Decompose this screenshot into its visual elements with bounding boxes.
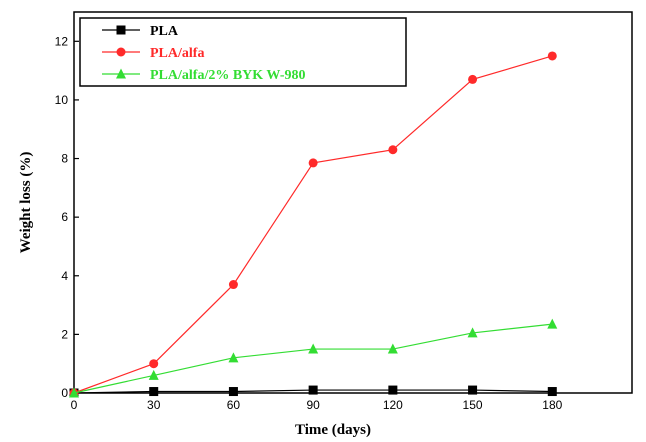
legend-entry: PLA — [102, 24, 179, 39]
data-point — [148, 369, 159, 380]
x-tick-label: 0 — [71, 398, 78, 412]
y-tick-label: 2 — [61, 327, 68, 341]
plot-frame — [73, 11, 633, 394]
data-point — [149, 359, 159, 369]
y-tick-label: 0 — [61, 386, 68, 400]
series-2 — [69, 318, 558, 398]
x-tick-label: 30 — [147, 398, 161, 412]
x-tick-label: 180 — [542, 398, 562, 412]
data-point — [308, 385, 318, 395]
y-axis-title: Weight loss (%) — [18, 152, 34, 254]
series-layer — [69, 51, 558, 398]
legend-label: PLA — [150, 24, 179, 39]
x-axis-title: Time (days) — [295, 422, 371, 438]
legend: PLA PLA/alfa PLA/alfa/2% BYK W-980 — [79, 17, 407, 87]
data-point — [388, 385, 398, 395]
x-tick-label: 150 — [463, 398, 483, 412]
legend-entry: PLA/alfa — [102, 46, 204, 61]
legend-label: PLA/alfa/2% BYK W-980 — [150, 68, 306, 83]
data-point — [547, 51, 557, 61]
series-0 — [69, 385, 557, 398]
ticks: 0 30 60 90 120 150 180 0 2 4 6 8 10 12 — [55, 34, 563, 412]
data-point — [228, 280, 238, 290]
series-line — [73, 55, 553, 394]
legend-marker — [116, 47, 126, 57]
legend-entry: PLA/alfa/2% BYK W-980 — [102, 68, 306, 83]
y-tick-label: 8 — [61, 152, 68, 166]
y-tick-label: 4 — [61, 269, 68, 283]
data-point — [468, 74, 478, 84]
data-point — [149, 387, 159, 397]
data-point — [308, 158, 318, 168]
data-point — [69, 387, 79, 398]
series-line — [73, 323, 553, 394]
legend-label: PLA/alfa — [150, 46, 204, 61]
x-tick-label: 90 — [306, 398, 320, 412]
data-point — [388, 145, 398, 155]
axes — [73, 11, 633, 394]
y-tick-label: 10 — [55, 93, 69, 107]
x-tick-label: 120 — [383, 398, 403, 412]
data-point — [387, 343, 398, 354]
series-1 — [69, 51, 557, 398]
data-point — [547, 318, 558, 329]
y-tick-label: 6 — [61, 210, 68, 224]
y-tick-label: 12 — [55, 34, 69, 48]
data-point — [467, 327, 478, 338]
data-point — [228, 387, 238, 397]
data-point — [468, 385, 478, 395]
data-point — [547, 387, 557, 397]
legend-marker — [116, 25, 126, 35]
data-point — [228, 352, 239, 363]
data-point — [308, 343, 319, 354]
x-tick-label: 60 — [227, 398, 241, 412]
legend-marker — [116, 68, 126, 79]
